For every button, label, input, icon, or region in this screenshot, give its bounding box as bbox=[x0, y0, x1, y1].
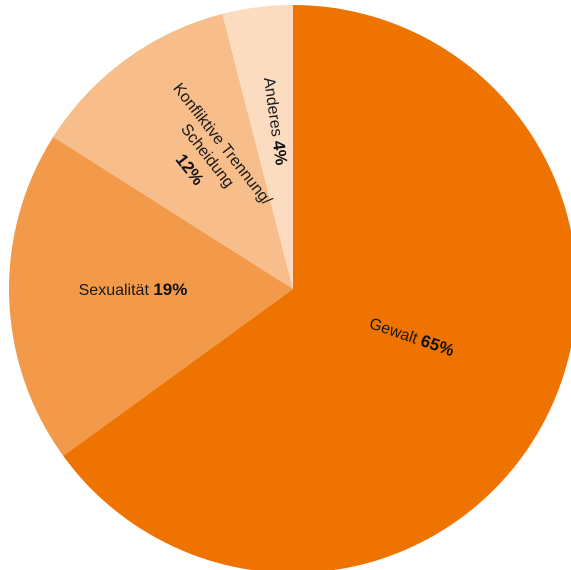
slice-label-group: Sexualität 19% bbox=[79, 280, 188, 299]
slice-percent: 4% bbox=[269, 139, 291, 166]
slice-label: Sexualität 19% bbox=[79, 280, 188, 299]
pie-slice-sexualität bbox=[9, 136, 294, 456]
slice-percent: 19% bbox=[153, 280, 187, 299]
pie-slice-gewalt bbox=[63, 5, 571, 570]
pie-slice-konfliktive-trennung-scheidung bbox=[53, 13, 294, 289]
slice-label-text: Sexualität bbox=[79, 282, 154, 299]
pie-slice-anderes bbox=[222, 4, 293, 289]
pie-slices bbox=[9, 4, 571, 570]
